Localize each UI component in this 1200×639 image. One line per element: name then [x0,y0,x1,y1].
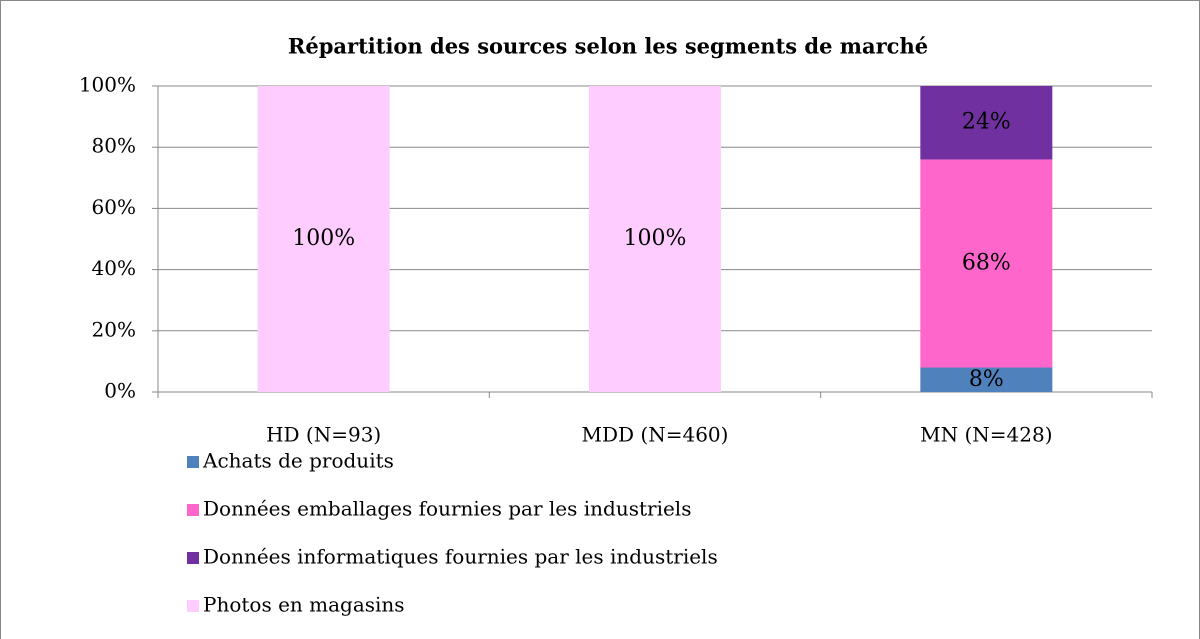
data-label: 8% [969,367,1004,392]
y-tick-label: 100% [79,73,136,97]
bar-segment [920,159,1053,368]
data-label: 100% [292,226,355,251]
data-label: 24% [962,110,1011,135]
y-tick-label: 60% [92,195,136,219]
y-tick-label: 0% [104,379,136,403]
legend-swatch [187,504,199,516]
x-tick-label: MDD (N=460) [582,423,729,447]
legend-label: Achats de produits [202,449,394,473]
data-label: 68% [962,250,1011,275]
x-tick-label: HD (N=93) [266,423,381,447]
y-tick-label: 40% [92,256,136,280]
bar-segment [920,367,1053,392]
legend-label: Photos en magasins [203,593,405,617]
bar-segment [589,86,721,392]
x-tick-label: MN (N=428) [920,423,1052,447]
bar-segment [257,86,390,392]
legend-swatch [187,600,199,612]
y-tick-label: 20% [92,317,136,341]
data-label: 100% [624,226,687,251]
legend-swatch [187,552,199,564]
bar-segment [920,86,1053,160]
chart-title: Répartition des sources selon les segmen… [288,34,928,59]
legend-swatch [187,456,199,468]
legend-label: Données informatiques fournies par les i… [203,545,718,569]
y-tick-label: 80% [92,134,136,158]
legend-label: Données emballages fournies par les indu… [203,497,691,521]
